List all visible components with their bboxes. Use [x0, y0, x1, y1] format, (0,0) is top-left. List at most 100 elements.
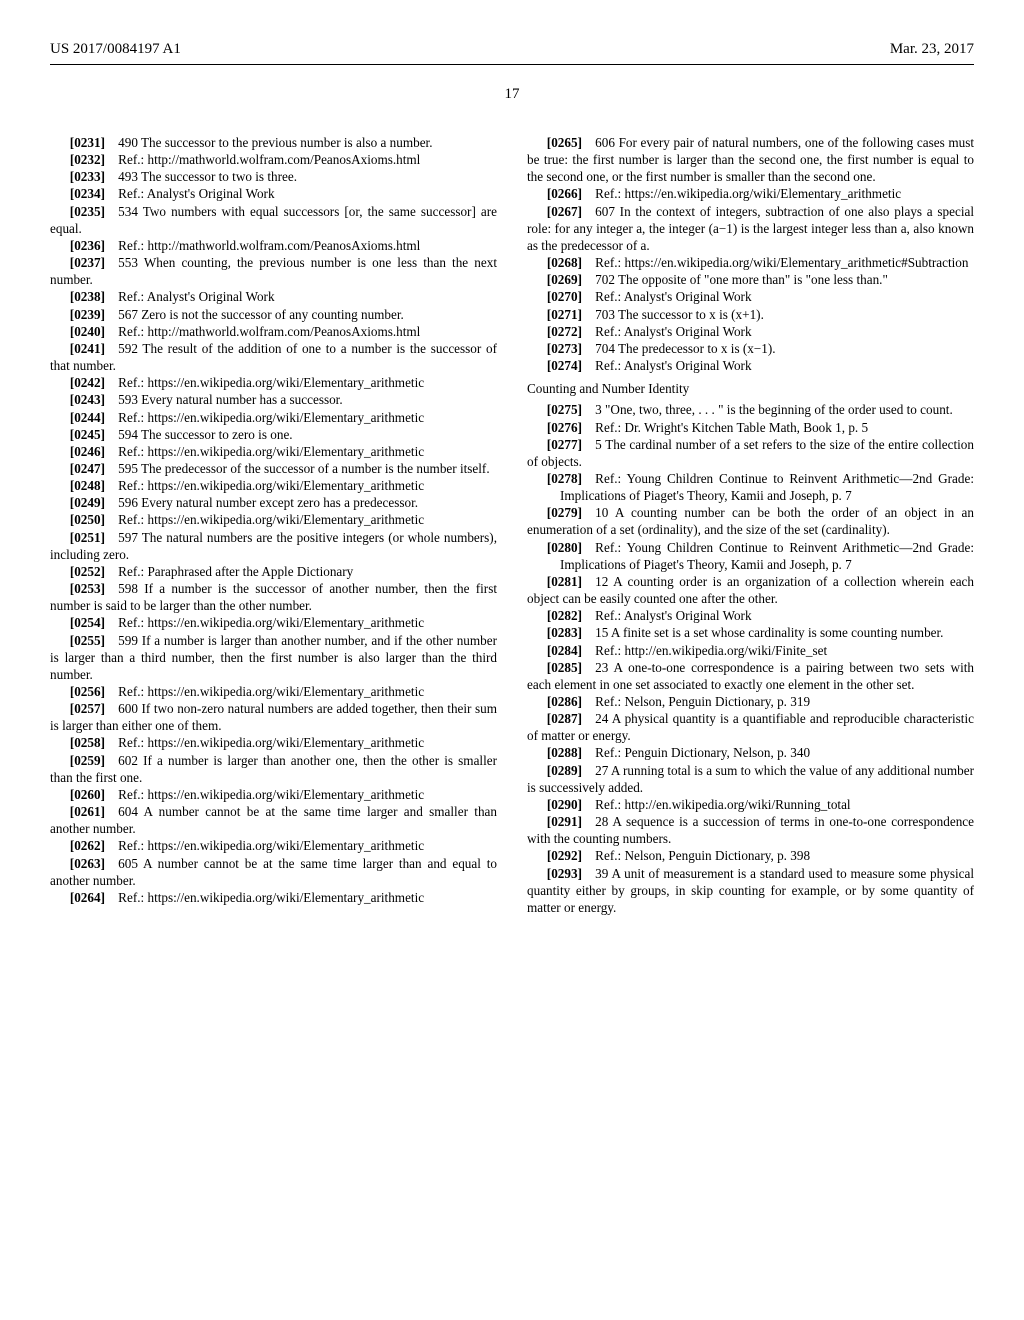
sub-paragraph: [0246] Ref.: https://en.wikipedia.org/wi… [50, 443, 497, 460]
paragraph: [0261] 604 A number cannot be at the sam… [50, 803, 497, 837]
paragraph: [0293] 39 A unit of measurement is a sta… [527, 865, 974, 916]
paragraph-number: [0242] [70, 375, 105, 390]
paragraph-number: [0244] [70, 410, 105, 425]
paragraph-number: [0279] [547, 505, 582, 520]
paragraph: [0279] 10 A counting number can be both … [527, 504, 974, 538]
paragraph: [0263] 605 A number cannot be at the sam… [50, 855, 497, 889]
sub-paragraph: [0244] Ref.: https://en.wikipedia.org/wi… [50, 409, 497, 426]
paragraph-number: [0237] [70, 255, 105, 270]
paragraph-number: [0257] [70, 701, 105, 716]
publication-number: US 2017/0084197 A1 [50, 40, 181, 60]
paragraph-number: [0274] [547, 358, 582, 373]
paragraph-number: [0239] [70, 307, 105, 322]
paragraph: [0281] 12 A counting order is an organiz… [527, 573, 974, 607]
paragraph-number: [0281] [547, 574, 582, 589]
paragraph: [0291] 28 A sequence is a succession of … [527, 813, 974, 847]
sub-paragraph: [0280] Ref.: Young Children Continue to … [527, 539, 974, 573]
paragraph: [0273] 704 The predecessor to x is (x−1)… [527, 340, 974, 357]
paragraph-number: [0283] [547, 625, 582, 640]
sub-paragraph: [0286] Ref.: Nelson, Penguin Dictionary,… [527, 693, 974, 710]
paragraph-number: [0288] [547, 745, 582, 760]
paragraph-number: [0282] [547, 608, 582, 623]
sub-paragraph: [0234] Ref.: Analyst's Original Work [50, 185, 497, 202]
paragraph-number: [0285] [547, 660, 582, 675]
body-columns: [0231] 490 The successor to the previous… [50, 134, 974, 916]
sub-paragraph: [0260] Ref.: https://en.wikipedia.org/wi… [50, 786, 497, 803]
paragraph: [0251] 597 The natural numbers are the p… [50, 529, 497, 563]
paragraph-number: [0262] [70, 838, 105, 853]
sub-paragraph: [0268] Ref.: https://en.wikipedia.org/wi… [527, 254, 974, 271]
paragraph-number: [0287] [547, 711, 582, 726]
paragraph: [0257] 600 If two non-zero natural numbe… [50, 700, 497, 734]
sub-paragraph: [0274] Ref.: Analyst's Original Work [527, 357, 974, 374]
sub-paragraph: [0284] Ref.: http://en.wikipedia.org/wik… [527, 642, 974, 659]
paragraph-number: [0259] [70, 753, 105, 768]
sub-paragraph: [0240] Ref.: http://mathworld.wolfram.co… [50, 323, 497, 340]
paragraph-number: [0280] [547, 540, 582, 555]
paragraph-number: [0278] [547, 471, 582, 486]
paragraph: [0271] 703 The successor to x is (x+1). [527, 306, 974, 323]
paragraph: [0275] 3 "One, two, three, . . . " is th… [527, 401, 974, 418]
paragraph-number: [0249] [70, 495, 105, 510]
paragraph-number: [0243] [70, 392, 105, 407]
sub-paragraph: [0248] Ref.: https://en.wikipedia.org/wi… [50, 477, 497, 494]
paragraph-number: [0267] [547, 204, 582, 219]
sub-paragraph: [0290] Ref.: http://en.wikipedia.org/wik… [527, 796, 974, 813]
paragraph: [0265] 606 For every pair of natural num… [527, 134, 974, 185]
paragraph-number: [0247] [70, 461, 105, 476]
page-number: 17 [50, 85, 974, 105]
paragraph: [0267] 607 In the context of integers, s… [527, 203, 974, 254]
publication-date: Mar. 23, 2017 [890, 40, 974, 60]
paragraph: [0285] 23 A one-to-one correspondence is… [527, 659, 974, 693]
sub-paragraph: [0232] Ref.: http://mathworld.wolfram.co… [50, 151, 497, 168]
paragraph: [0245] 594 The successor to zero is one. [50, 426, 497, 443]
paragraph-number: [0238] [70, 289, 105, 304]
paragraph-number: [0271] [547, 307, 582, 322]
paragraph-number: [0272] [547, 324, 582, 339]
paragraph: [0269] 702 The opposite of "one more tha… [527, 271, 974, 288]
paragraph-number: [0240] [70, 324, 105, 339]
paragraph-number: [0290] [547, 797, 582, 812]
paragraph: [0249] 596 Every natural number except z… [50, 494, 497, 511]
paragraph-number: [0293] [547, 866, 582, 881]
paragraph-number: [0263] [70, 856, 105, 871]
paragraph-number: [0264] [70, 890, 105, 905]
paragraph-number: [0250] [70, 512, 105, 527]
paragraph-number: [0261] [70, 804, 105, 819]
sub-paragraph: [0256] Ref.: https://en.wikipedia.org/wi… [50, 683, 497, 700]
paragraph: [0241] 592 The result of the addition of… [50, 340, 497, 374]
paragraph: [0259] 602 If a number is larger than an… [50, 752, 497, 786]
paragraph-number: [0255] [70, 633, 105, 648]
sub-paragraph: [0252] Ref.: Paraphrased after the Apple… [50, 563, 497, 580]
paragraph-number: [0275] [547, 402, 582, 417]
paragraph-number: [0277] [547, 437, 582, 452]
sub-paragraph: [0272] Ref.: Analyst's Original Work [527, 323, 974, 340]
paragraph-number: [0233] [70, 169, 105, 184]
sub-paragraph: [0254] Ref.: https://en.wikipedia.org/wi… [50, 614, 497, 631]
paragraph-number: [0248] [70, 478, 105, 493]
paragraph-number: [0241] [70, 341, 105, 356]
paragraph-number: [0234] [70, 186, 105, 201]
paragraph-number: [0289] [547, 763, 582, 778]
paragraph-number: [0265] [547, 135, 582, 150]
paragraph-number: [0273] [547, 341, 582, 356]
paragraph-number: [0291] [547, 814, 582, 829]
paragraph: [0233] 493 The successor to two is three… [50, 168, 497, 185]
paragraph-number: [0292] [547, 848, 582, 863]
paragraph-number: [0266] [547, 186, 582, 201]
sub-paragraph: [0270] Ref.: Analyst's Original Work [527, 288, 974, 305]
sub-paragraph: [0236] Ref.: http://mathworld.wolfram.co… [50, 237, 497, 254]
sub-paragraph: [0238] Ref.: Analyst's Original Work [50, 288, 497, 305]
paragraph-number: [0245] [70, 427, 105, 442]
sub-paragraph: [0288] Ref.: Penguin Dictionary, Nelson,… [527, 744, 974, 761]
paragraph-number: [0260] [70, 787, 105, 802]
paragraph-number: [0269] [547, 272, 582, 287]
paragraph: [0247] 595 The predecessor of the succes… [50, 460, 497, 477]
paragraph: [0253] 598 If a number is the successor … [50, 580, 497, 614]
paragraph: [0277] 5 The cardinal number of a set re… [527, 436, 974, 470]
paragraph-number: [0253] [70, 581, 105, 596]
paragraph-number: [0258] [70, 735, 105, 750]
paragraph-number: [0270] [547, 289, 582, 304]
sub-paragraph: [0278] Ref.: Young Children Continue to … [527, 470, 974, 504]
sub-paragraph: [0258] Ref.: https://en.wikipedia.org/wi… [50, 734, 497, 751]
